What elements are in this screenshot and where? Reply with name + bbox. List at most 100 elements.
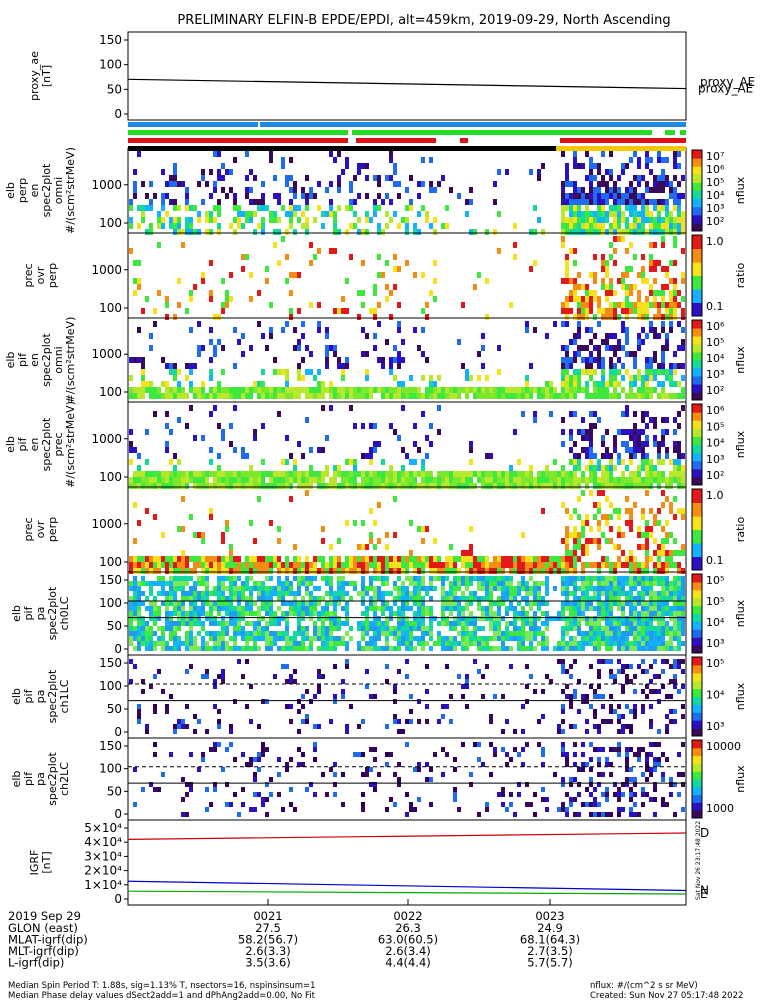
heatmap-cell [265, 611, 269, 616]
heatmap-cell [501, 581, 505, 586]
heatmap-cell [481, 581, 485, 586]
heatmap-cell [353, 556, 357, 562]
heatmap-cell [181, 601, 185, 606]
heatmap-cell [457, 193, 461, 199]
heatmap-cell [493, 586, 497, 591]
heatmap-cell [605, 483, 609, 489]
colorbar-segment [692, 755, 702, 764]
heatmap-cell [489, 636, 493, 641]
heatmap-cell [341, 689, 345, 694]
heatmap-cell [677, 626, 681, 631]
heatmap-cell [453, 471, 457, 477]
heatmap-cell [149, 205, 153, 211]
heatmap-cell [633, 351, 637, 357]
heatmap-cell [621, 375, 625, 381]
heatmap-cell [217, 562, 221, 568]
heatmap-cell [661, 441, 665, 447]
heatmap-cell [681, 508, 685, 514]
heatmap-cell [593, 502, 597, 508]
heatmap-cell [309, 591, 313, 596]
heatmap-cell [469, 477, 473, 483]
heatmap-cell [149, 631, 153, 636]
heatmap-cell [489, 616, 493, 621]
heatmap-cell [389, 369, 393, 375]
heatmap-cell [665, 284, 669, 290]
heatmap-cell [397, 729, 401, 734]
heatmap-cell [377, 631, 381, 636]
heatmap-cell [677, 601, 681, 606]
heatmap-cell [585, 631, 589, 636]
heatmap-cell [461, 611, 465, 616]
heatmap-cell [173, 393, 177, 399]
heatmap-cell [621, 636, 625, 641]
heatmap-cell [445, 477, 449, 483]
heatmap-cell [493, 611, 497, 616]
heatmap-cell [345, 387, 349, 393]
heatmap-cell [609, 601, 613, 606]
heatmap-cell [409, 802, 413, 807]
heatmap-cell [625, 591, 629, 596]
heatmap-cell [369, 393, 373, 399]
heatmap-cell [589, 453, 593, 459]
heatmap-cell [309, 447, 313, 453]
heatmap-cell [625, 679, 629, 684]
heatmap-cell [633, 211, 637, 217]
heatmap-cell [661, 387, 665, 393]
y-tick-label: 150 [99, 739, 122, 753]
heatmap-cell [181, 719, 185, 724]
heatmap-cell [545, 586, 549, 591]
heatmap-cell [497, 483, 501, 489]
heatmap-cell [393, 631, 397, 636]
heatmap-cell [293, 636, 297, 641]
heatmap-cell [161, 199, 165, 205]
heatmap-cell [457, 621, 461, 626]
colorbar-segment [692, 468, 702, 478]
heatmap-cell [501, 576, 505, 581]
heatmap-cell [349, 387, 353, 393]
heatmap-cell [401, 477, 405, 483]
heatmap-cell [609, 562, 613, 568]
heatmap-cell [309, 606, 313, 611]
heatmap-cell [533, 611, 537, 616]
heatmap-cell [657, 217, 661, 223]
heatmap-cell [421, 327, 425, 333]
heatmap-cell [249, 471, 253, 477]
heatmap-cell [577, 333, 581, 339]
heatmap-cell [577, 459, 581, 465]
heatmap-cell [509, 664, 513, 669]
heatmap-cell [661, 611, 665, 616]
heatmap-cell [661, 544, 665, 550]
heatmap-cell [329, 151, 333, 157]
heatmap-cell [389, 393, 393, 399]
heatmap-cell [633, 363, 637, 369]
heatmap-cell [149, 483, 153, 489]
heatmap-cell [645, 211, 649, 217]
heatmap-cell [613, 229, 617, 235]
heatmap-cell [193, 641, 197, 646]
heatmap-cell [473, 393, 477, 399]
heatmap-cell [333, 211, 337, 217]
heatmap-cell [469, 526, 473, 532]
heatmap-cell [217, 606, 221, 611]
heatmap-cell [153, 321, 157, 327]
heatmap-cell [233, 792, 237, 797]
heatmap-cell [649, 483, 653, 489]
heatmap-cell [593, 254, 597, 260]
heatmap-cell [229, 802, 233, 807]
heatmap-cell [629, 616, 633, 621]
heatmap-cell [669, 611, 673, 616]
heatmap-cell [357, 290, 361, 296]
heatmap-cell [529, 591, 533, 596]
heatmap-cell [217, 169, 221, 175]
heatmap-cell [417, 483, 421, 489]
heatmap-cell [181, 797, 185, 802]
heatmap-cell [345, 591, 349, 596]
colorbar-frame [691, 403, 703, 486]
heatmap-cell [421, 636, 425, 641]
heatmap-cell [645, 163, 649, 169]
heatmap-cell [605, 606, 609, 611]
heatmap-cell [641, 606, 645, 611]
heatmap-cell [485, 562, 489, 568]
heatmap-cell [541, 581, 545, 586]
heatmap-cell [673, 586, 677, 591]
